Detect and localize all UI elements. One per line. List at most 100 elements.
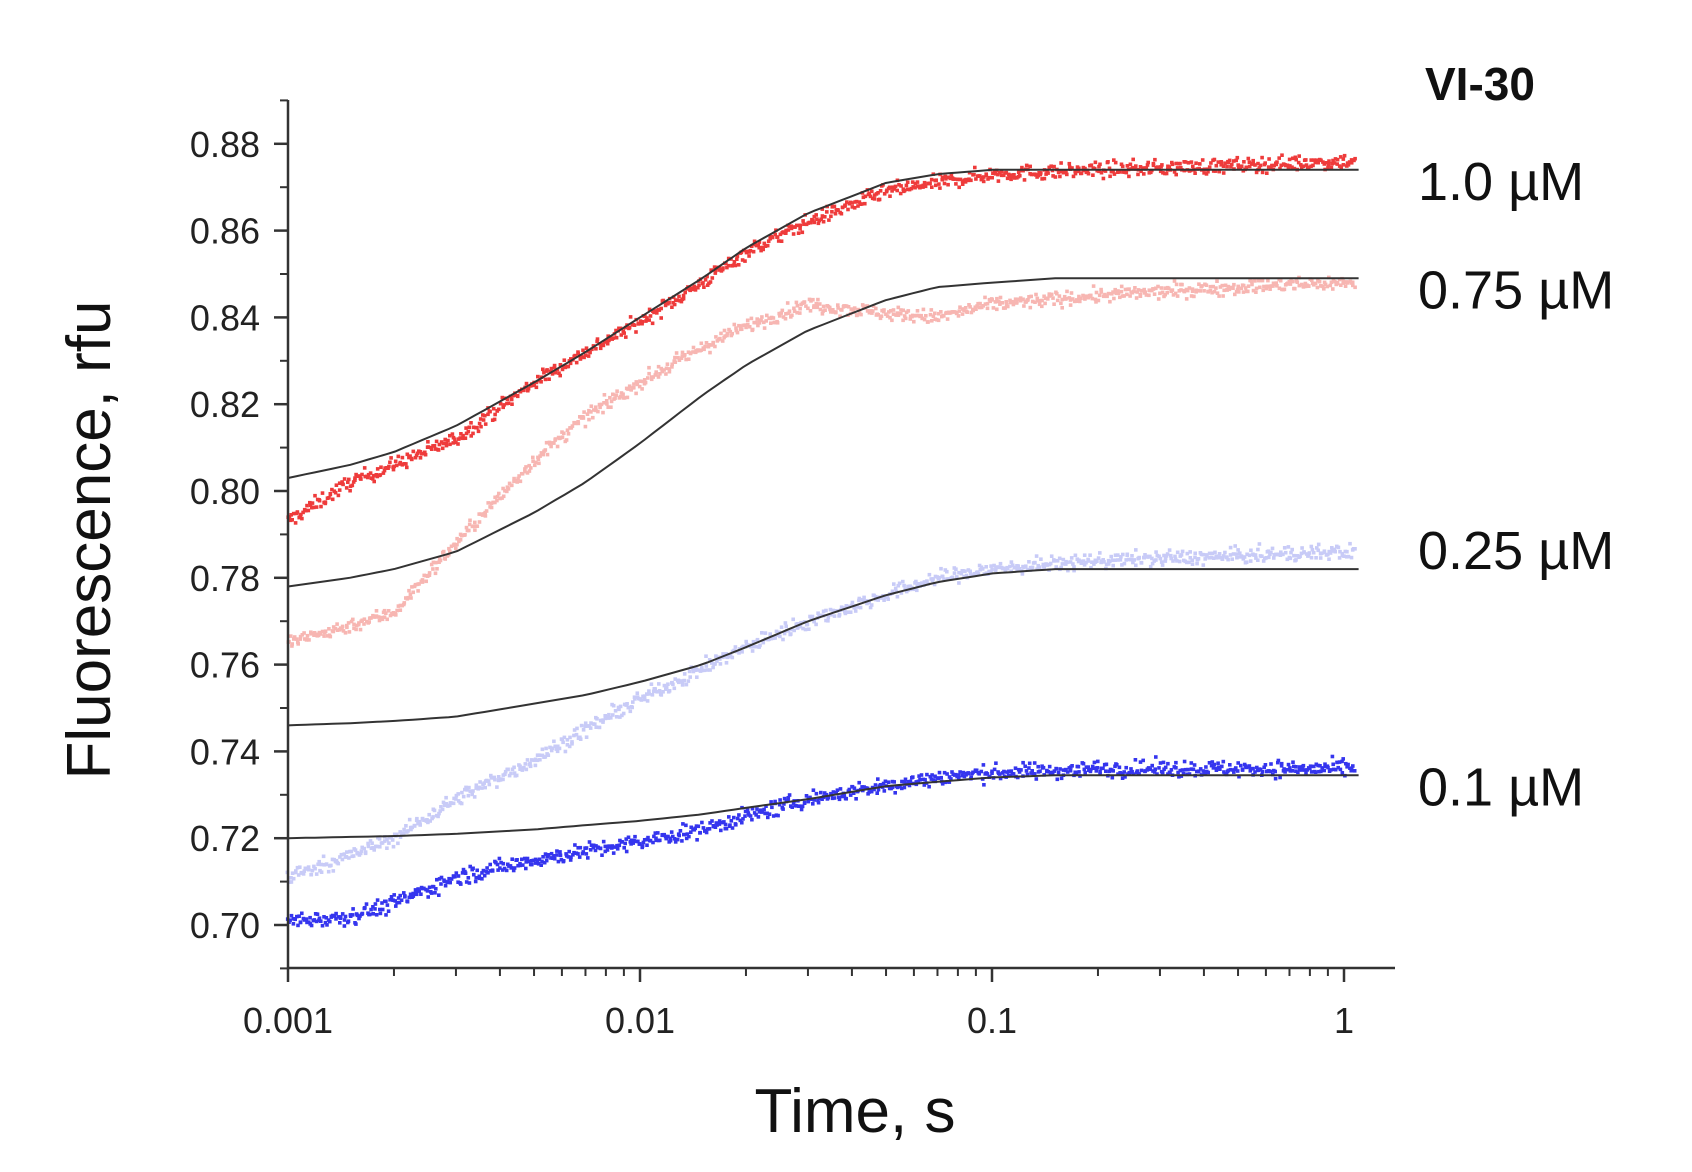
data-point [375, 467, 380, 471]
data-point [708, 821, 712, 825]
data-point [464, 880, 469, 884]
data-point [405, 465, 409, 470]
data-point [704, 654, 708, 658]
data-point [757, 321, 762, 325]
data-point [1249, 548, 1253, 553]
data-point [838, 787, 843, 791]
data-point [380, 907, 385, 912]
data-point [544, 858, 549, 863]
data-point [1256, 558, 1260, 562]
data-point [437, 893, 441, 897]
data-point [432, 808, 437, 813]
data-point [330, 487, 334, 492]
data-point [922, 317, 927, 322]
data-point [762, 320, 766, 325]
data-point [1138, 165, 1143, 169]
y-tick-label: 0.76 [190, 645, 260, 686]
data-point [707, 827, 712, 831]
data-point [826, 795, 831, 800]
data-point [493, 495, 497, 500]
data-point [704, 341, 709, 345]
data-point [1210, 290, 1214, 295]
data-point [503, 772, 507, 777]
data-point [828, 607, 833, 612]
data-point [653, 687, 657, 691]
ticks: 0.700.720.740.760.780.800.820.840.860.88… [190, 99, 1354, 1041]
data-point [601, 839, 606, 844]
data-point [1277, 286, 1282, 291]
data-point [1011, 772, 1016, 776]
series-label: 0.75 µM [1418, 260, 1614, 320]
data-point [1312, 158, 1317, 162]
data-point [320, 491, 325, 495]
data-point [1269, 550, 1273, 555]
data-point [755, 807, 759, 811]
data-point [741, 323, 746, 328]
data-point [322, 863, 326, 867]
data-point [994, 761, 998, 765]
data-point [1240, 767, 1245, 772]
data-point [381, 471, 386, 475]
data-point [471, 789, 475, 793]
data-point [773, 232, 777, 237]
data-point [795, 303, 800, 308]
data-point [940, 175, 945, 180]
series-points [285, 754, 1357, 928]
data-point [1226, 768, 1231, 773]
data-point [815, 217, 819, 221]
data-point [810, 614, 815, 619]
data-point [515, 394, 520, 399]
data-point [410, 825, 414, 830]
data-point [493, 412, 497, 417]
data-point [1136, 172, 1140, 177]
data-point [375, 474, 380, 479]
data-point [610, 846, 614, 850]
data-point [1050, 771, 1055, 775]
data-point [1208, 288, 1213, 293]
data-point [360, 472, 364, 477]
data-point [713, 662, 717, 666]
data-point [837, 612, 842, 617]
data-point [1201, 563, 1206, 567]
data-point [681, 822, 685, 826]
data-point [770, 805, 774, 810]
data-point [1154, 286, 1158, 291]
data-point [1036, 299, 1040, 303]
data-point [1121, 170, 1125, 174]
data-point [455, 536, 459, 541]
data-point [1184, 297, 1189, 301]
data-point [347, 477, 351, 482]
data-point [1192, 763, 1197, 767]
data-point [1001, 566, 1006, 571]
data-point [618, 394, 623, 399]
data-point [1004, 300, 1008, 304]
data-point [1116, 558, 1120, 562]
data-point [1246, 284, 1251, 288]
data-point [958, 177, 963, 182]
data-point [579, 355, 584, 359]
fit-curve [287, 277, 1359, 588]
data-point [1316, 160, 1320, 165]
data-point [804, 304, 808, 308]
data-point [925, 772, 929, 777]
data-point [1229, 285, 1233, 290]
data-point [307, 638, 311, 642]
data-point [1015, 299, 1019, 304]
data-point [573, 353, 577, 358]
data-point [352, 622, 356, 627]
data-point [371, 905, 375, 909]
data-point [1247, 164, 1252, 169]
data-point [626, 387, 630, 391]
data-point [314, 505, 319, 509]
data-point [1167, 165, 1172, 169]
data-point [863, 194, 868, 199]
data-point [342, 918, 347, 922]
data-point [396, 454, 401, 459]
data-point [598, 346, 603, 351]
data-point [985, 301, 990, 306]
data-point [668, 838, 673, 843]
data-point [444, 795, 448, 800]
data-point [1338, 549, 1342, 554]
data-point [927, 784, 931, 789]
data-point [394, 613, 398, 617]
